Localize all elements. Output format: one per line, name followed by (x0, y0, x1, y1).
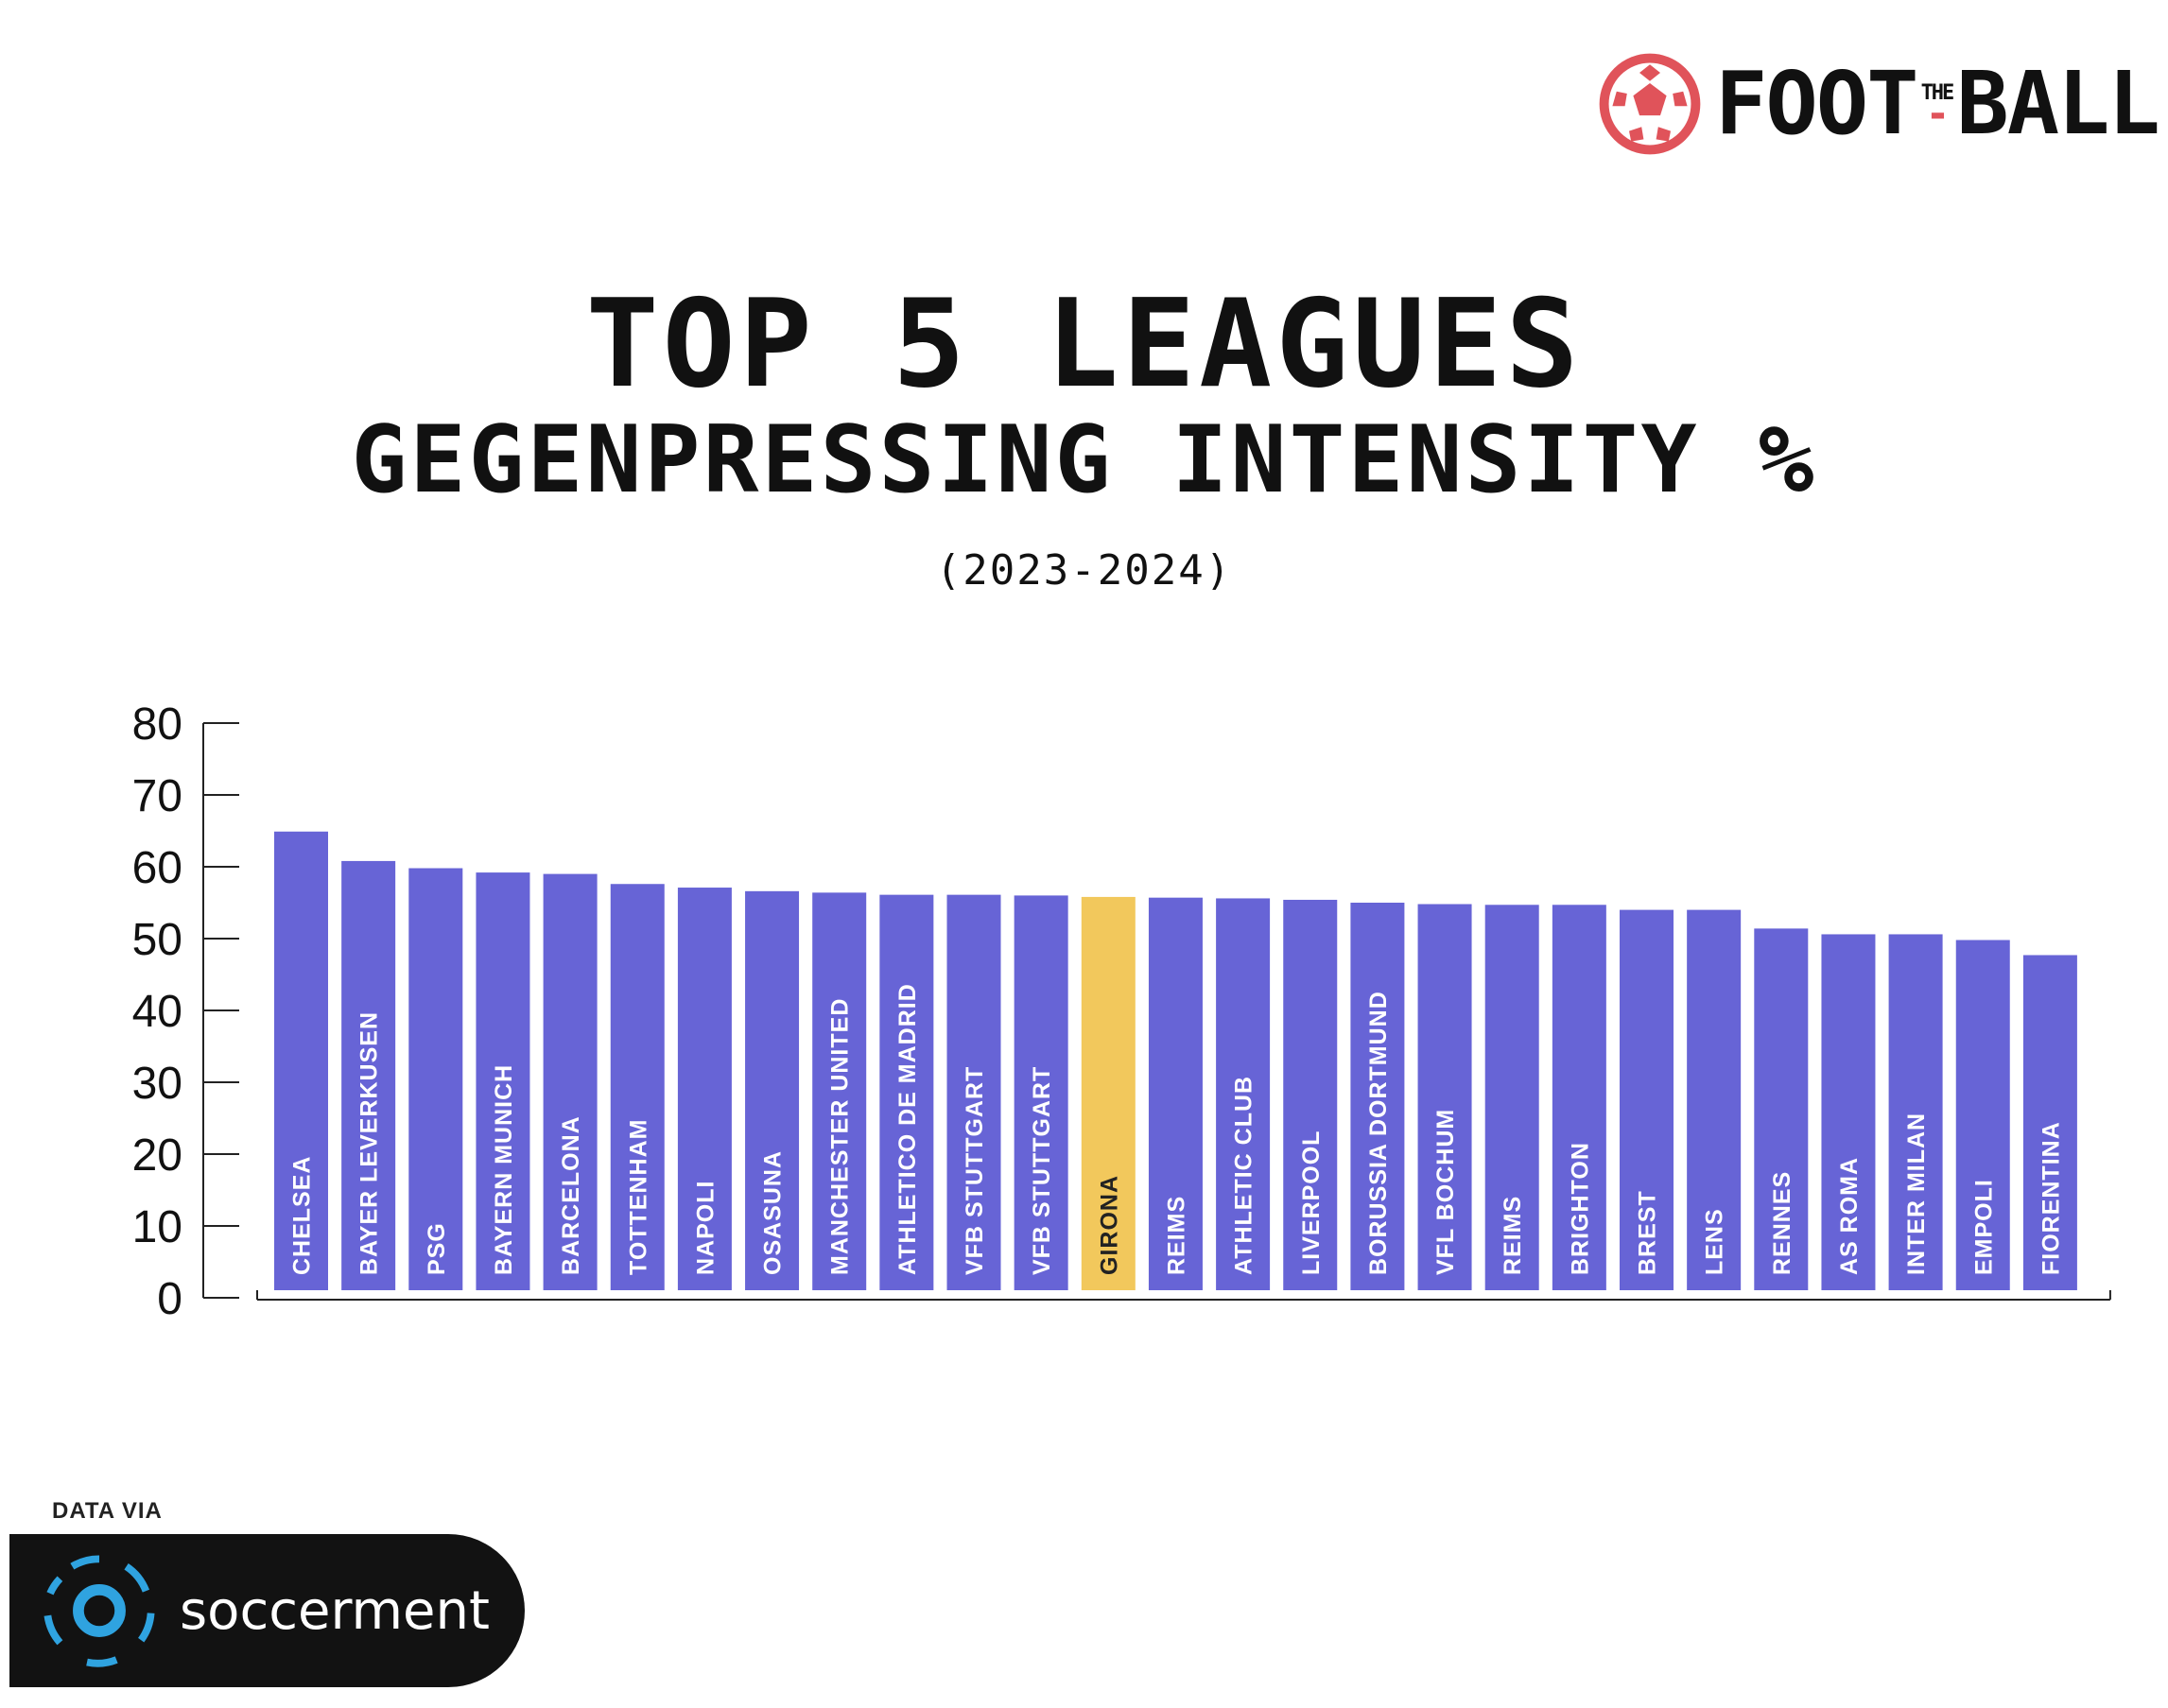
brand-ball: BALL (1956, 53, 2160, 154)
y-tick-label: 0 (157, 1274, 182, 1324)
bar (1620, 909, 1674, 1290)
y-tick-label: 80 (132, 699, 182, 750)
bar-label: GIRONA (1096, 1175, 1122, 1275)
bar (745, 890, 800, 1290)
bar-label: LIVERPOOL (1298, 1130, 1325, 1275)
bar-label: EMPOLI (1970, 1179, 1997, 1275)
bar (476, 872, 530, 1290)
bar (677, 888, 732, 1290)
bars: CHELSEA BAYER LEVERKUSEN PSG BAYERN MUNICH B… (274, 831, 2077, 1290)
bar (1081, 896, 1136, 1290)
y-tick-label: 20 (132, 1130, 182, 1181)
chart-season: (2023-2024) (935, 546, 1233, 595)
bar-label: TOTTENHAM (625, 1119, 651, 1275)
bar-label: BAYER LEVERKUSEN (356, 1011, 383, 1275)
bar-label: ATHLETIC CLUB (1231, 1076, 1257, 1275)
bar-label: BREST (1635, 1190, 1661, 1275)
bar-label: VFB STUTTGART (962, 1066, 988, 1275)
bar (879, 894, 934, 1290)
bar-label: CHELSEA (289, 1156, 316, 1275)
bar (1014, 895, 1068, 1290)
y-tick-label: 30 (132, 1059, 182, 1109)
bar (543, 873, 598, 1290)
bar-label: BORUSSIA DORTMUND (1365, 991, 1392, 1275)
bar-label: BRIGHTON (1567, 1142, 1593, 1275)
soccerment-logo-icon (43, 1555, 155, 1667)
bar (946, 894, 1001, 1290)
bar (1216, 898, 1271, 1290)
bar (1888, 934, 1943, 1290)
bar (1552, 905, 1606, 1290)
bar-label: VFB STUTTGART (1029, 1066, 1055, 1275)
bar-label: ATHLETICO DE MADRID (894, 983, 921, 1275)
bar (1148, 897, 1203, 1290)
bar (1484, 905, 1539, 1290)
bar (812, 892, 867, 1290)
source-name: soccerment (180, 1579, 490, 1642)
x-axis (256, 1290, 2111, 1301)
y-axis: 0 10 20 30 40 50 60 70 80 (132, 699, 239, 1324)
brand-wordmark: FOOT THE ▬ BALL (1715, 53, 2160, 154)
bar-label: FIORENTINA (2038, 1121, 2064, 1275)
bar (1821, 934, 1876, 1290)
bar (341, 860, 396, 1290)
bar-label: REIMS (1500, 1196, 1526, 1275)
bar-label: VFL BOCHUM (1432, 1109, 1459, 1275)
brand-foot: FOOT (1715, 53, 1919, 154)
bar-label: NAPOLI (692, 1181, 719, 1275)
bar-label: MANCHESTER UNITED (827, 998, 854, 1275)
bar-label: REIMS (1163, 1196, 1189, 1275)
bar (1754, 928, 1809, 1290)
bar-label: OSASUNA (760, 1150, 787, 1275)
bar-label: LENS (1702, 1208, 1728, 1275)
bar-label: PSG (424, 1222, 450, 1275)
bar-label: BARCELONA (558, 1115, 584, 1275)
bar (1955, 940, 2010, 1290)
y-tick-label: 50 (132, 915, 182, 965)
brand-the: THE ▬ (1920, 80, 1955, 127)
bar (610, 884, 665, 1290)
bar-label: INTER MILAN (1903, 1113, 1930, 1275)
chart-subtitle: GEGENPRESSING INTENSITY % (351, 406, 1817, 514)
bar-label: BAYERN MUNICH (491, 1064, 517, 1275)
bar (2022, 955, 2077, 1290)
bar (1283, 899, 1338, 1290)
bar (274, 831, 328, 1290)
source-label: DATA VIA (52, 1498, 163, 1524)
bar-label: RENNES (1769, 1171, 1795, 1275)
football-icon (1599, 53, 1701, 155)
bar (1687, 909, 1742, 1290)
bar-label: AS ROMA (1836, 1157, 1863, 1275)
bar (1350, 903, 1405, 1290)
y-tick-label: 60 (132, 843, 182, 893)
bar (1417, 904, 1472, 1290)
y-tick-label: 10 (132, 1202, 182, 1252)
footheball-logo: FOOT THE ▬ BALL (1598, 47, 2160, 161)
bar (408, 868, 463, 1290)
chart-title: TOP 5 LEAGUES (585, 274, 1583, 415)
y-tick-label: 40 (132, 987, 182, 1037)
y-tick-label: 70 (132, 771, 182, 821)
source-badge: soccerment (9, 1534, 525, 1687)
